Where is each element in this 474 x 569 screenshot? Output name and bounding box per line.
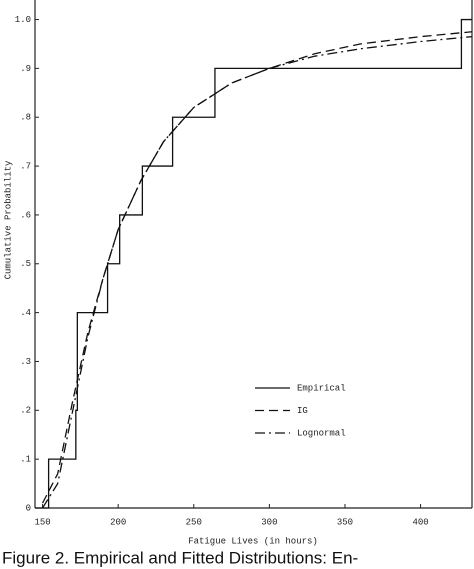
y-tick-label: .4 [20, 308, 31, 318]
y-tick-label: .8 [20, 113, 31, 123]
x-tick-label: 350 [337, 517, 353, 527]
x-tick-label: 400 [412, 517, 428, 527]
y-tick-label: .5 [20, 259, 31, 269]
x-axis-label: Fatigue Lives (in hours) [188, 536, 318, 546]
y-tick-label: .2 [20, 406, 31, 416]
y-axis-label: Cumulative Probability [3, 160, 13, 279]
legend-label: Empirical [297, 383, 346, 393]
y-tick-label: .9 [20, 64, 31, 74]
x-tick-label: 200 [110, 517, 126, 527]
series-line [35, 18, 472, 509]
legend-label: Lognormal [297, 428, 346, 438]
y-tick-label: .1 [20, 455, 31, 465]
x-tick-label: 150 [34, 517, 50, 527]
legend-label: IG [297, 406, 308, 416]
y-tick-label: 0 [26, 503, 31, 513]
series-line [42, 35, 473, 509]
y-tick-label: .7 [20, 161, 31, 171]
y-tick-label: .6 [20, 210, 31, 220]
x-tick-label: 250 [186, 517, 202, 527]
y-tick-label: 1.0 [15, 15, 31, 25]
caption: Figure 2. Empirical and Fitted Distribut… [2, 548, 358, 567]
x-tick-label: 300 [261, 517, 277, 527]
y-tick-label: .3 [20, 357, 31, 367]
